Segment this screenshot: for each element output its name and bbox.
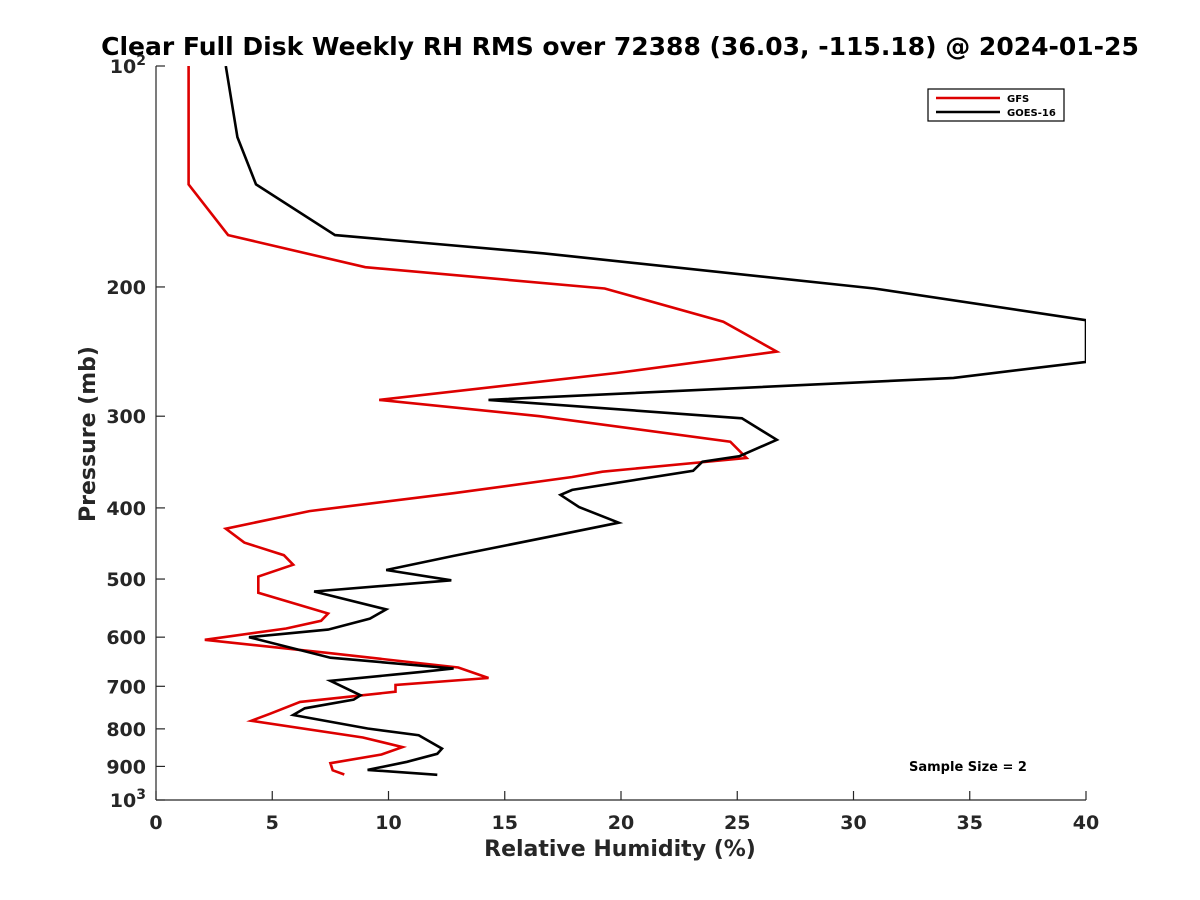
- y-tick-label: 600: [106, 627, 146, 649]
- chart-title: Clear Full Disk Weekly RH RMS over 72388…: [101, 32, 1139, 61]
- legend-label: GFS: [1007, 94, 1029, 105]
- x-tick-label: 0: [149, 812, 162, 834]
- plot-area: 0 5 10 15 20 25 30 35 40 102 200 300 400 500 600 700 800…: [106, 53, 1099, 834]
- y-tick-label: 103: [110, 787, 146, 812]
- x-tick-label: 20: [608, 812, 634, 834]
- legend-label: GOES-16: [1007, 108, 1056, 119]
- y-tick-label: 400: [106, 498, 146, 520]
- x-tick-label: 15: [492, 812, 518, 834]
- x-tick-label: 10: [375, 812, 401, 834]
- y-tick-label: 700: [106, 676, 146, 698]
- y-tick-label: 800: [106, 719, 146, 741]
- x-tick-label: 35: [957, 812, 983, 834]
- y-axis-label: Pressure (mb): [76, 346, 101, 522]
- y-tick-label: 300: [106, 406, 146, 428]
- x-axis-label: Relative Humidity (%): [484, 837, 756, 862]
- series-line-goes-16: [224, 66, 1086, 777]
- series-line-gfs: [187, 66, 781, 776]
- x-tick-label: 40: [1073, 812, 1099, 834]
- x-tick-label: 30: [840, 812, 866, 834]
- y-tick-label: 102: [110, 53, 146, 78]
- y-tick-label: 900: [106, 756, 146, 778]
- x-tick-label: 5: [266, 812, 279, 834]
- y-tick-label: 500: [106, 569, 146, 591]
- legend: GFS GOES-16: [927, 88, 1065, 122]
- sample-size-annotation: Sample Size = 2: [909, 760, 1027, 775]
- x-tick-label: 25: [724, 812, 750, 834]
- legend-box: [927, 88, 1065, 122]
- y-tick-label: 200: [106, 277, 146, 299]
